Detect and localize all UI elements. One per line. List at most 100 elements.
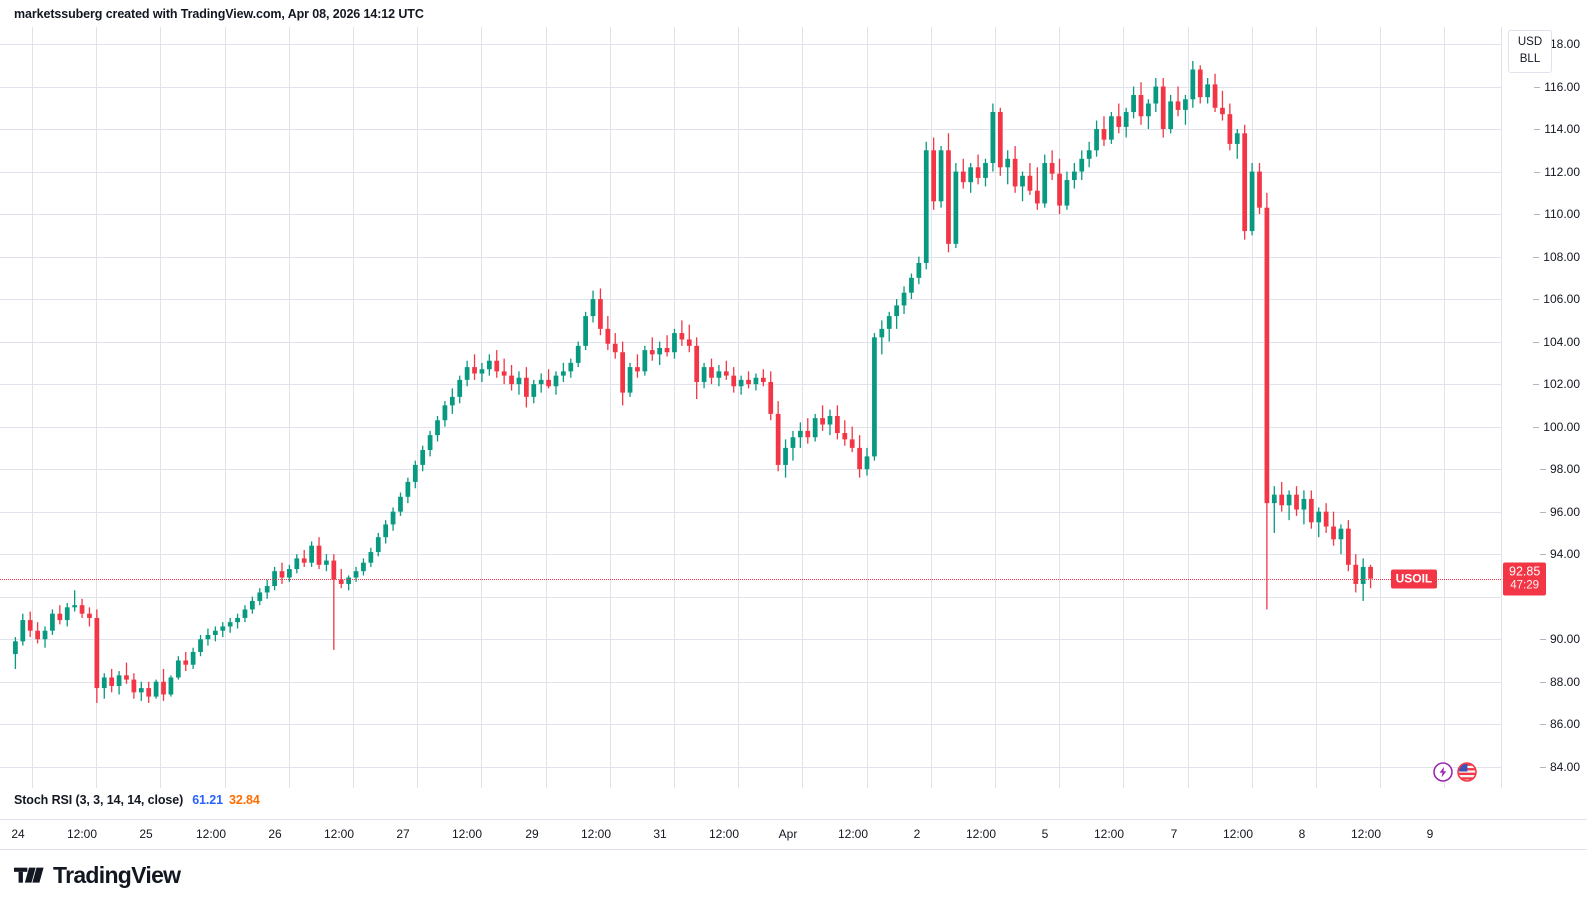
candle-body [1064,180,1070,206]
gridline-horizontal [0,44,1501,45]
candle-body [575,345,581,363]
currency-bll[interactable]: BLL [1519,53,1541,65]
gridline-vertical [995,27,996,788]
candle-body [968,167,974,183]
time-axis-tick: 5 [1041,827,1049,841]
candle-body [768,381,774,414]
chart-badges [1433,762,1477,782]
gridline-vertical [225,27,226,788]
candle-body [1153,86,1159,104]
price-axis-tick: 100.00 [1533,420,1580,434]
candle-body [1220,107,1225,115]
candle-body [131,679,137,693]
price-axis-tick: 112.00 [1534,165,1580,179]
gridline-horizontal [0,299,1501,301]
time-axis-tick: 12:00 [451,827,483,841]
candle-body [701,367,707,382]
candle-body [138,688,144,693]
candle-body [1323,511,1329,527]
gridline-horizontal [0,596,1501,598]
candle-body [509,375,514,385]
tick-dash [1539,469,1546,471]
gridline-vertical [353,27,354,788]
candle-body [916,262,922,278]
time-axis-tick: 12:00 [1222,827,1254,841]
candle-body [672,333,677,353]
candle-body [1234,133,1240,144]
gridline-horizontal [0,554,1501,556]
gridline-vertical [867,27,868,788]
candle-body [1271,494,1277,504]
candle-body [405,481,411,497]
gridline-vertical [546,27,547,788]
candle-body [398,496,403,512]
candle-body [79,605,85,614]
candle-body [464,367,470,380]
candle-body [220,626,226,631]
gridline-vertical [1252,27,1253,788]
candle-body [175,660,181,678]
tick-dash [1534,86,1541,88]
time-axis-tick: 27 [396,827,410,841]
gridline-vertical [32,27,33,788]
us-flag-badge-icon[interactable] [1457,762,1477,782]
time-axis-tick: 8 [1298,827,1306,841]
candlestick-series [13,61,1373,703]
price-axis-tick: 84.00 [1539,760,1580,774]
candle-body [723,371,729,376]
candle-body [716,371,722,378]
candle-body [1101,129,1107,140]
candle-body [1331,526,1336,540]
gridline-vertical [417,27,418,788]
candle-body [590,299,596,317]
tick-dash [1534,129,1541,131]
candle-body [990,112,996,164]
candle-wick [1036,167,1038,210]
candle-body [835,416,840,434]
candle-body [264,586,270,593]
candle-body [227,622,233,627]
candle-body [538,379,544,385]
candle-body [997,112,1003,168]
candle-body [642,350,648,372]
candle-body [1360,566,1366,584]
candle-body [790,437,796,448]
footer-divider [0,849,1587,850]
price-axis[interactable]: 118.00 116.00 114.00 112.00 110.00 108.00 106.… [1501,27,1587,788]
candle-body [931,150,937,202]
gridline-horizontal [0,469,1501,471]
candle-wick [1318,507,1320,538]
candle-body [361,562,366,572]
currency-usd[interactable]: USD [1517,36,1543,48]
candle-body [198,639,203,652]
candle-wick [1221,90,1224,121]
indicator-status-line[interactable]: Stoch RSI (3, 3, 14, 14, close) 61.21 32.8… [14,793,260,807]
time-axis-tick: 12:00 [66,827,98,841]
time-axis-tick: 7 [1170,827,1178,841]
price-axis-tick: 96.00 [1539,505,1580,519]
candle-body [657,347,663,355]
candle-body [1094,129,1099,151]
currency-selector[interactable]: USD BLL [1508,30,1552,73]
tick-dash [1533,384,1540,386]
candle-body [35,630,40,640]
candle-body [909,277,914,293]
candle-body [353,571,359,578]
candle-body [1146,103,1151,117]
time-axis[interactable]: 24 12:00 25 12:00 26 12:00 27 12:00 29 12:00 31 12:… [0,819,1587,849]
gridline-horizontal [0,724,1501,726]
chart-plot-area[interactable] [0,27,1501,788]
candle-body [153,681,159,697]
candle-body [775,413,781,465]
candle-body [1308,498,1314,523]
gridline-horizontal [0,511,1501,513]
price-axis-tick: 104.00 [1533,335,1580,349]
candle-body [1338,528,1344,540]
candle-body [116,675,122,686]
candle-body [1116,116,1122,127]
lightning-badge-icon[interactable] [1433,762,1453,782]
candle-body [1353,564,1359,584]
candle-body [1227,114,1233,144]
current-price-value: 92.85 [1509,564,1541,579]
candle-body [1086,150,1092,159]
